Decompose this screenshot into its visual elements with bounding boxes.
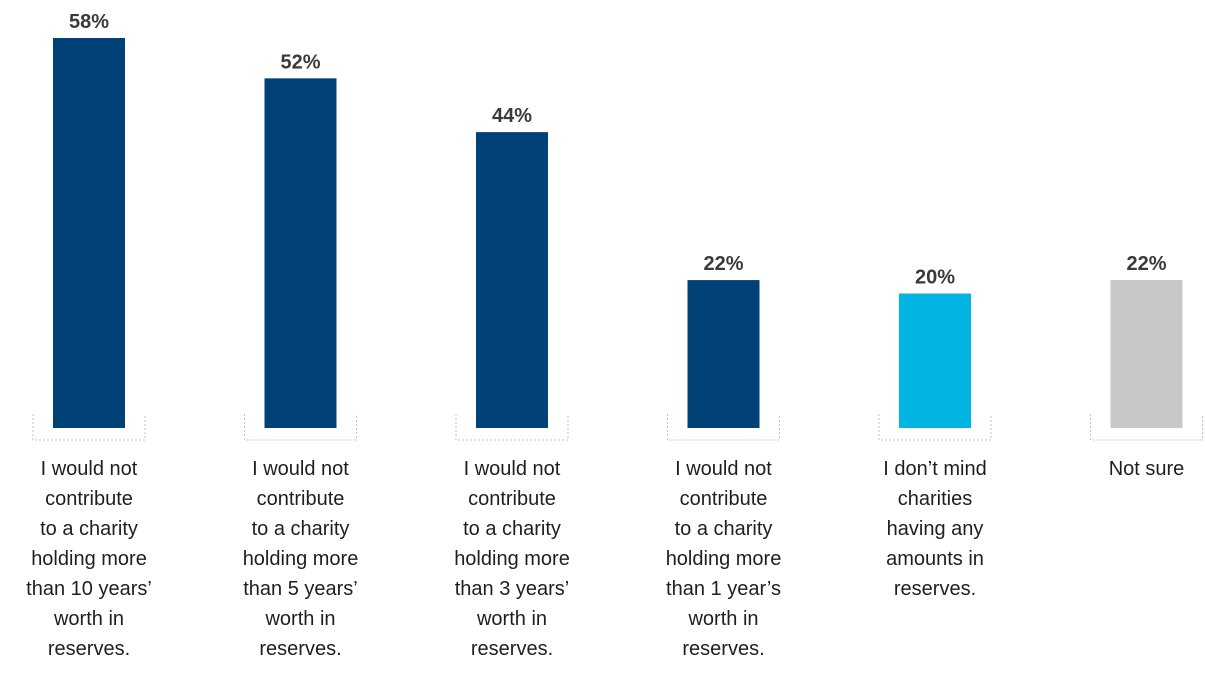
- category-label: I would not contribute to a charity hold…: [242, 458, 359, 660]
- category-label: Not sure: [1108, 458, 1185, 480]
- category-bracket: [878, 414, 992, 441]
- value-label: 20%: [915, 267, 955, 289]
- bar: [1110, 280, 1183, 428]
- category-bracket: [455, 414, 569, 441]
- bar: [687, 280, 760, 428]
- bars-group: [53, 38, 1183, 429]
- value-label: 22%: [1126, 253, 1166, 275]
- category-label: I would not contribute to a charity hold…: [26, 458, 152, 660]
- value-label: 58%: [69, 11, 109, 33]
- category-bracket: [244, 414, 357, 441]
- category-brackets: [32, 414, 1203, 441]
- category-bracket: [1090, 414, 1203, 441]
- category-label: I don’t mind charities having any amount…: [883, 458, 987, 600]
- bar: [476, 132, 548, 428]
- category-bracket: [32, 414, 146, 441]
- bar: [899, 293, 971, 428]
- category-label: I would not contribute to a charity hold…: [454, 458, 570, 660]
- value-label: 44%: [492, 105, 532, 127]
- value-label: 52%: [280, 51, 320, 73]
- category-label: I would not contribute to a charity hold…: [665, 458, 782, 660]
- category-bracket: [667, 414, 780, 441]
- value-labels-group: 58% 52% 44% 22% 20% 22%: [69, 11, 1167, 289]
- bar: [264, 78, 337, 429]
- value-label: 22%: [703, 253, 743, 275]
- bar: [53, 38, 125, 428]
